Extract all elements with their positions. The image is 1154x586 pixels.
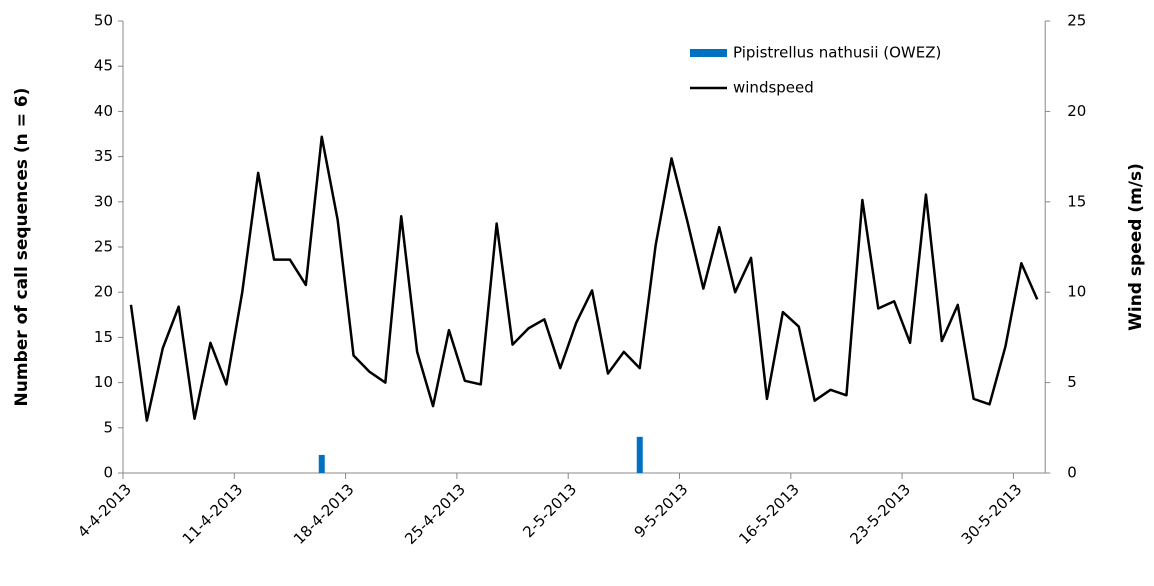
line	[129, 135, 1039, 422]
x-tick-label: 23-5-2013	[846, 480, 914, 548]
y-tick-label: 10	[94, 373, 113, 391]
y-tick-label: 50	[94, 12, 113, 30]
y-tick-label: 20	[94, 283, 113, 301]
y-tick-label: 5	[103, 418, 113, 436]
x-tick-label: 9-5-2013	[631, 480, 692, 541]
y2-tick-label: 15	[1067, 192, 1086, 210]
y-tick-label: 40	[94, 102, 113, 120]
legend-label: windspeed	[733, 79, 814, 97]
y2-tick-label: 0	[1067, 464, 1077, 482]
x-tick-label: 16-5-2013	[735, 480, 803, 548]
y-tick-label: 25	[94, 238, 113, 256]
y2-tick-label: 5	[1067, 373, 1077, 391]
bar	[636, 436, 643, 473]
x-tick-label: 30-5-2013	[958, 480, 1026, 548]
legend-swatch	[690, 49, 727, 57]
x-tick-label: 4-4-2013	[74, 480, 135, 541]
y-tick-label: 45	[94, 57, 113, 75]
x-tick-label: 18-4-2013	[290, 480, 358, 548]
y-tick-label: 15	[94, 328, 113, 346]
y-axis-title: Number of call sequences (n = 6)	[12, 88, 32, 407]
legend-label: Pipistrellus nathusii (OWEZ)	[733, 44, 941, 62]
y2-axis-title: Wind speed (m/s)	[1126, 163, 1146, 331]
bar	[318, 454, 325, 473]
y2-tick-label: 10	[1067, 283, 1086, 301]
y2-tick-label: 25	[1067, 12, 1086, 30]
y-tick-label: 35	[94, 147, 113, 165]
y-tick-label: 30	[94, 192, 113, 210]
y2-tick-label: 20	[1067, 102, 1086, 120]
x-tick-label: 11-4-2013	[179, 480, 247, 548]
x-tick-label: 2-5-2013	[519, 480, 580, 541]
x-tick-label: 25-4-2013	[401, 480, 469, 548]
y-tick-label: 0	[103, 464, 113, 482]
